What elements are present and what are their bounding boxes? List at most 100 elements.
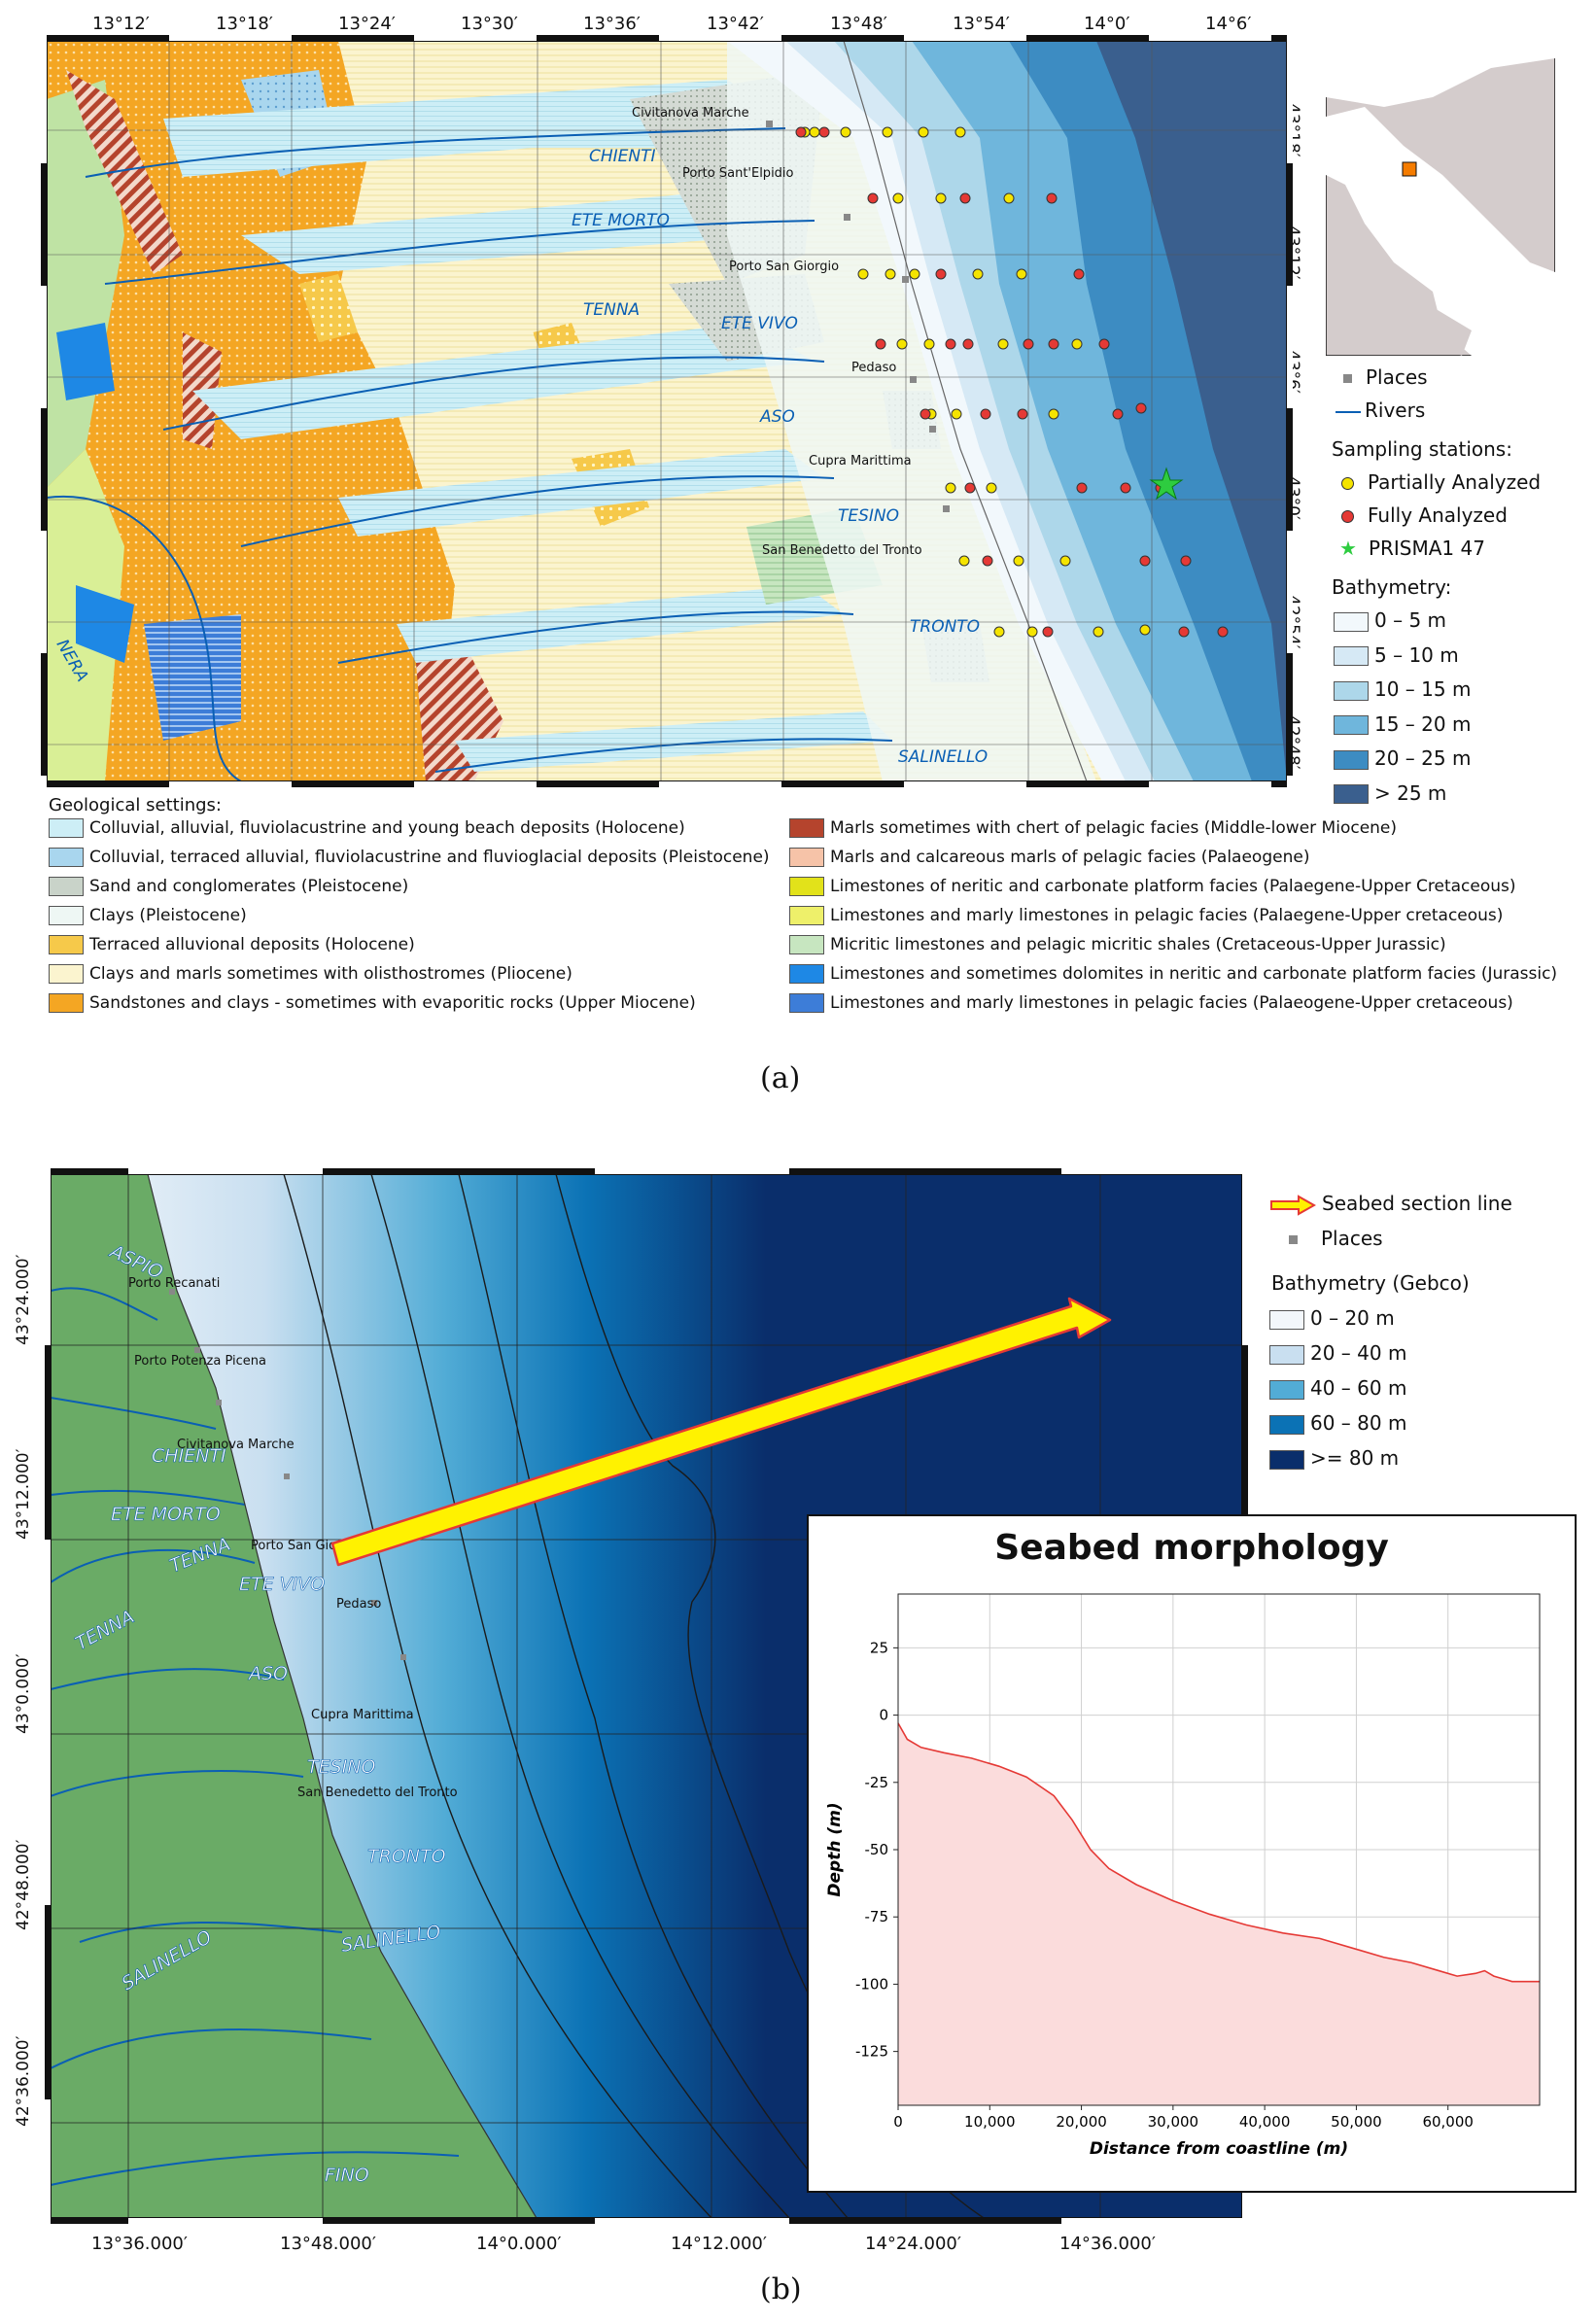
lon-tick: 13°48′ [830,14,887,34]
y-tick-label: -25 [865,1774,889,1791]
place-label: Porto Potenza Picena [134,1354,266,1369]
chart-title: Seabed morphology [994,1528,1389,1568]
legend-item: > 25 m [1334,781,1446,805]
legend-swatch [49,935,84,954]
lon-tick: 14°36.000′ [1059,2234,1156,2254]
legend-item: 15 – 20 m [1334,712,1471,736]
legend-label: 0 – 20 m [1310,1306,1395,1330]
lon-tick: 14°12.000′ [671,2234,767,2254]
green-star-icon: ★ [1339,537,1357,560]
legend-label: Terraced alluvional deposits (Holocene) [89,935,415,954]
legend-sampling-title: Sampling stations: [1332,437,1512,461]
river-label: ETE VIVO [721,314,798,333]
legend-swatch [789,935,824,954]
legend-label: > 25 m [1374,780,1447,805]
legend-item: 20 – 40 m [1269,1341,1406,1365]
legend-label: 10 – 15 m [1374,677,1472,701]
river-label: TENNA [583,300,640,320]
legend-item: 0 – 20 m [1269,1306,1395,1330]
legend-label: Sandstones and clays - sometimes with ev… [89,993,696,1013]
legend-label: 0 – 5 m [1374,608,1447,632]
legend-item: 10 – 15 m [1334,677,1471,701]
y-tick-label: -100 [855,1975,888,1993]
lon-tick: 13°48.000′ [280,2234,376,2254]
panel-a-frame-ruler [41,41,47,781]
yellow-dot-icon [1341,477,1354,490]
panel-a-caption: (a) [760,1061,801,1095]
river-label: TESINO [307,1756,375,1778]
x-tick-label: 60,000 [1422,2113,1474,2131]
section-arrow-icon [1270,1194,1317,1216]
legend-item: Terraced alluvional deposits (Holocene) [49,935,415,954]
lat-tick: 43°0.000′ [14,1653,33,1734]
panel-b-frame-ruler [51,1168,1242,1174]
panel-b-frame-ruler [45,1174,51,2218]
y-tick-label: -75 [865,1908,889,1925]
depth-area [898,1722,1540,2105]
legend-swatch [49,848,84,867]
lon-tick: 13°12′ [92,14,150,34]
seabed-morphology-inset: Seabed morphology 0 10,000 20,000 30,000 40,… [807,1514,1577,2193]
legend-label: Limestones and marly limestones in pelag… [830,906,1504,925]
legend-label: Colluvial, terraced alluvial, fluviolacu… [89,848,770,867]
lon-tick: 14°0′ [1084,14,1130,34]
x-axis-label: Distance from coastline (m) [1090,2139,1348,2159]
river-label: CHIENTI [589,147,656,166]
legend-swatch [1334,646,1369,666]
panel-a-frame-ruler [47,781,1287,787]
legend-label: Sand and conglomerates (Pleistocene) [89,877,409,896]
lon-tick: 13°18′ [216,14,273,34]
legend-swatch [1334,715,1369,735]
panel-a: 13°12′ 13°18′ 13°24′ 13°30′ 13°36′ 13°42… [0,0,1596,1108]
river-label: TESINO [838,506,899,526]
panel-b: 43°24.000′ 43°12.000′ 43°0.000′ 42°48.00… [0,1147,1596,2323]
legend-swatch [1334,611,1369,632]
legend-swatch [1334,749,1369,770]
river-label: CHIENTI [152,1445,226,1467]
legend-label: Limestones of neritic and carbonate plat… [830,877,1516,896]
lon-tick: 13°54′ [953,14,1010,34]
legend-swatch [1269,1309,1304,1330]
lon-tick: 13°36′ [583,14,641,34]
legend-swatch [49,993,84,1013]
lon-tick: 14°24.000′ [865,2234,961,2254]
place-label: Porto Recanati [128,1276,220,1291]
legend-label: 60 – 80 m [1310,1411,1407,1435]
legend-swatch [49,818,84,838]
panel-a-frame-ruler [1287,41,1293,781]
legend-swatch [1334,680,1369,701]
legend-bathy-title-b: Bathymetry (Gebco) [1271,1271,1470,1295]
legend-prisma: ★ PRISMA1 47 [1339,537,1485,560]
x-tick-label: 20,000 [1056,2113,1107,2131]
legend-swatch [789,964,824,984]
legend-label: Marls and calcareous marls of pelagic fa… [830,848,1310,867]
panel-b-caption: (b) [760,2272,802,2306]
legend-label: Clays (Pleistocene) [89,906,247,925]
x-tick-label: 50,000 [1331,2113,1382,2131]
legend-label: 20 – 25 m [1374,746,1472,770]
x-tick-label: 0 [893,2113,903,2131]
prisma-star-marker [1149,467,1184,501]
depth-profile-line [897,1722,1540,1983]
legend-item: 5 – 10 m [1334,643,1459,667]
legend-partially: Partially Analyzed [1336,470,1541,494]
legend-label: 40 – 60 m [1310,1376,1407,1400]
legend-item: Colluvial, terraced alluvial, fluviolacu… [49,848,770,867]
panel-b-frame-ruler [51,2218,1242,2224]
place-label: Cupra Marittima [809,454,912,468]
x-tick-label: 30,000 [1148,2113,1199,2131]
legend-swatch [1269,1414,1304,1435]
legend-item: Micritic limestones and pelagic micritic… [789,935,1446,954]
legend-swatch [789,818,824,838]
river-label: FINO [325,2165,369,2186]
river-label: TRONTO [910,617,980,637]
sampling-stations [795,126,1229,638]
legend-swatch [49,964,84,984]
river-label: ASO [247,1663,288,1684]
legend-label: Limestones and sometimes dolomites in ne… [830,964,1558,984]
geological-map: Civitanova Marche Porto Sant'Elpidio Por… [47,41,1287,781]
x-tick-label: 40,000 [1239,2113,1291,2131]
legend-swatch [49,906,84,925]
legend-bathy-title: Bathymetry: [1332,575,1452,599]
x-tick-label: 10,000 [964,2113,1016,2131]
